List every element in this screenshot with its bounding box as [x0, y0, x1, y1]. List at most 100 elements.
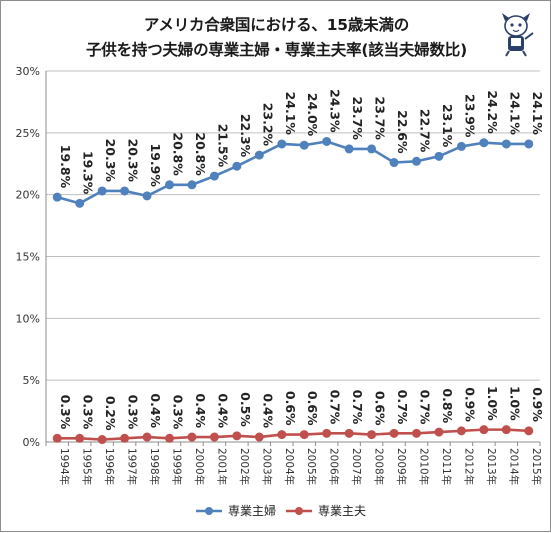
data-label: 0.6% — [305, 391, 320, 426]
x-tick-label: 1994年 — [58, 448, 71, 485]
data-label: 0.7% — [350, 390, 365, 425]
data-label: 20.3% — [103, 139, 118, 183]
data-label: 0.7% — [328, 390, 343, 425]
data-point — [412, 428, 421, 438]
data-point — [277, 139, 287, 149]
data-point — [209, 432, 219, 442]
x-tick-label: 1995年 — [81, 448, 94, 485]
mascot-icon — [502, 13, 534, 57]
data-point — [97, 186, 107, 196]
series-layer — [52, 136, 534, 445]
y-tick-label: 10% — [16, 312, 40, 325]
data-label: 20.8% — [171, 132, 186, 176]
x-tick-label: 2010年 — [418, 448, 431, 485]
legend-swatch-marker — [205, 507, 213, 515]
data-point — [344, 428, 354, 438]
data-point — [456, 141, 466, 151]
x-tick-label: 2006年 — [328, 448, 341, 485]
x-tick-label: 1997年 — [126, 448, 139, 485]
data-point — [367, 144, 377, 154]
data-point — [524, 426, 534, 436]
data-point — [75, 433, 85, 443]
data-label: 24.1% — [530, 92, 545, 136]
x-tick-label: 2012年 — [462, 448, 475, 485]
data-labels: 19.8% 19.3% 20.3% 20.3% 19.9% 20.8% 20.8% 21.5%… — [58, 89, 545, 431]
data-label: 24.1% — [283, 92, 298, 136]
data-point — [412, 156, 421, 166]
data-point — [524, 139, 534, 149]
data-point — [277, 430, 287, 440]
legend: 専業主婦 専業主夫 — [196, 503, 366, 518]
data-label: 0.6% — [283, 391, 298, 426]
data-point — [367, 430, 377, 440]
y-tick-label: 30% — [16, 65, 40, 78]
data-label: 1.0% — [485, 386, 500, 421]
data-point — [322, 136, 332, 146]
data-point — [232, 161, 242, 171]
data-point — [456, 426, 466, 436]
data-point — [501, 425, 511, 435]
x-tick-label: 2015年 — [530, 448, 543, 485]
data-label: 0.7% — [395, 390, 410, 425]
data-point — [52, 433, 62, 443]
data-label: 0.8% — [440, 388, 455, 423]
data-label: 24.1% — [507, 92, 522, 136]
y-tick-label: 25% — [16, 127, 40, 140]
x-tick-label: 2011年 — [440, 448, 453, 485]
data-label: 0.4% — [215, 393, 230, 428]
data-label: 0.3% — [126, 395, 141, 430]
data-point — [344, 144, 354, 154]
data-point — [434, 151, 444, 161]
data-point — [165, 433, 174, 443]
x-tick-label: 2013年 — [485, 448, 498, 485]
data-label: 0.3% — [81, 395, 96, 430]
data-label: 0.5% — [238, 392, 253, 427]
x-tick-label: 2009年 — [395, 448, 408, 485]
legend-label: 専業主婦 — [228, 503, 276, 518]
data-label: 23.1% — [440, 104, 455, 148]
data-point — [52, 192, 62, 202]
data-point — [165, 180, 174, 190]
data-point — [299, 140, 309, 150]
y-tick-label: 15% — [16, 251, 40, 264]
axes: 0% 5% 10% 15% 20% 25% 30% 1994年 1995年 1996年 1997年 1… — [16, 65, 543, 485]
data-label: 0.4% — [148, 393, 163, 428]
x-tick-label: 2001年 — [215, 448, 228, 485]
data-label: 24.2% — [485, 90, 500, 134]
data-point — [187, 180, 197, 190]
data-point — [142, 191, 152, 201]
data-label: 0.7% — [418, 390, 433, 425]
x-tick-label: 1998年 — [148, 448, 161, 485]
data-point — [187, 432, 197, 442]
x-tick-label: 2008年 — [373, 448, 386, 485]
data-point — [479, 425, 489, 435]
data-point — [120, 186, 130, 196]
x-tick-label: 2000年 — [193, 448, 206, 485]
data-point — [232, 431, 242, 441]
data-point — [479, 138, 489, 148]
data-point — [322, 428, 332, 438]
data-label: 1.0% — [507, 386, 522, 421]
data-point — [389, 158, 399, 168]
data-point — [434, 427, 444, 437]
data-label: 22.7% — [418, 109, 433, 153]
data-label: 0.9% — [462, 387, 477, 422]
x-tick-label: 1999年 — [171, 448, 184, 485]
data-label: 23.9% — [462, 94, 477, 138]
legend-swatch-marker — [295, 507, 303, 515]
data-label: 0.4% — [260, 393, 275, 428]
data-point — [209, 171, 219, 181]
data-label: 19.3% — [81, 151, 96, 195]
x-tick-label: 2002年 — [238, 448, 251, 485]
data-label: 24.0% — [305, 93, 320, 137]
legend-label: 専業主夫 — [318, 504, 366, 518]
data-label: 20.3% — [126, 139, 141, 183]
x-tick-label: 2005年 — [305, 448, 318, 485]
data-label: 19.9% — [148, 144, 163, 188]
data-label: 23.2% — [260, 103, 275, 147]
data-label: 0.3% — [58, 395, 73, 430]
data-label: 21.5% — [215, 124, 230, 168]
data-point — [501, 139, 511, 149]
